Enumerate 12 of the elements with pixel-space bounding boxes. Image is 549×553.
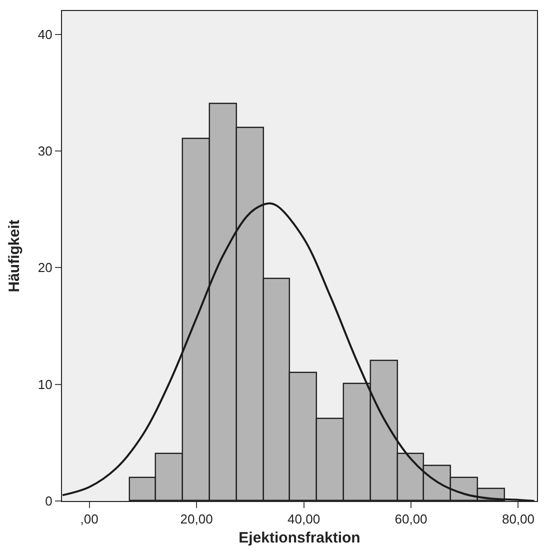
x-tick-label: 80,00 <box>502 512 535 527</box>
x-tick-label: 60,00 <box>394 512 428 527</box>
x-axis-title: Ejektionsfraktion <box>238 530 360 547</box>
y-tick-label: 20 <box>38 260 52 276</box>
y-tick-label: 30 <box>38 144 52 159</box>
x-tick-label: 20,00 <box>180 512 213 527</box>
y-axis-title: Häufigkeit <box>6 220 24 292</box>
y-tick-label: 10 <box>38 376 52 392</box>
x-tick-label: ,00 <box>80 512 98 527</box>
x-tick-label: 40,00 <box>288 512 320 527</box>
y-tick-label: 0 <box>45 494 52 509</box>
y-tick-label: 40 <box>38 26 52 42</box>
